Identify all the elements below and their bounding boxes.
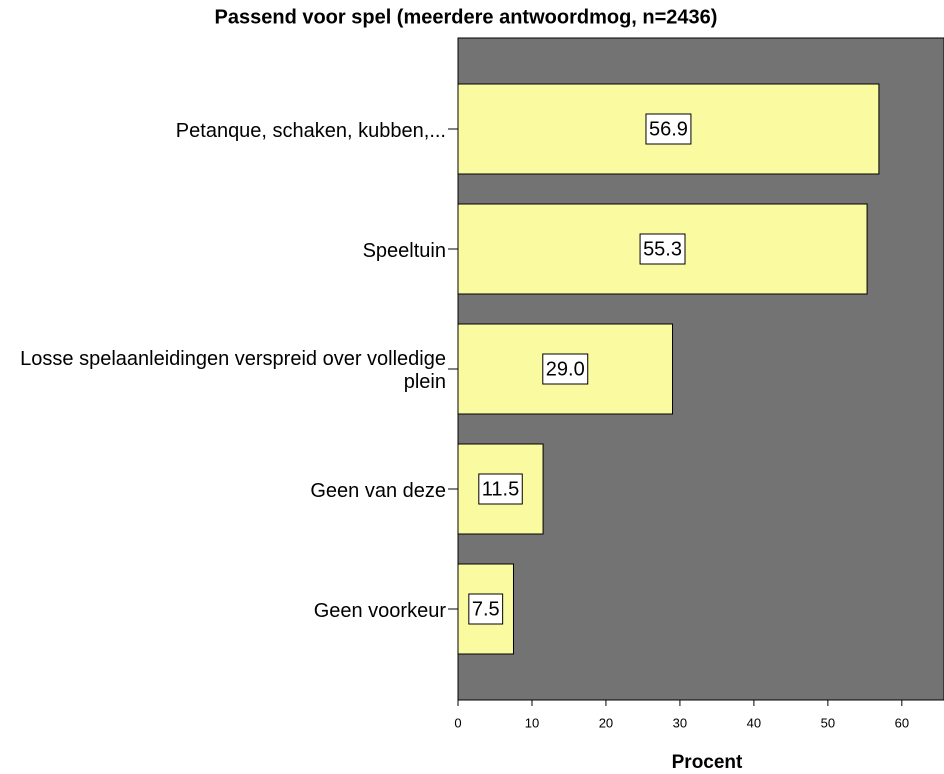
value-label-box (478, 473, 523, 505)
value-label-box (639, 233, 686, 265)
x-tick-label: 30 (673, 715, 687, 730)
x-axis-label: Procent (672, 752, 743, 773)
x-tick-label: 10 (525, 715, 539, 730)
x-tick-label: 60 (895, 715, 909, 730)
y-tick-label: Speeltuin (362, 239, 446, 262)
value-label: 56.9 (649, 118, 688, 140)
chart-title: Passend voor spel (meerdere antwoordmog,… (215, 6, 718, 28)
x-tick-label: 40 (747, 715, 761, 730)
y-tick-label: Petanque, schaken, kubben,... (175, 119, 446, 142)
x-tick-label: 0 (454, 715, 461, 730)
value-label-box (645, 113, 692, 145)
y-tick-label: Losse spelaanleidingen verspreid over vo… (20, 348, 446, 393)
value-label: 7.5 (472, 598, 500, 620)
y-tick-label: Geen voorkeur (313, 599, 446, 622)
value-label: 55.3 (643, 238, 682, 260)
x-tick-label: 20 (599, 715, 613, 730)
y-tick-label: Geen van deze (310, 479, 446, 502)
value-label-box (468, 593, 504, 625)
value-label-box (542, 353, 589, 385)
value-label: 11.5 (482, 478, 519, 500)
value-label: 29.0 (546, 358, 585, 380)
x-tick-label: 50 (821, 715, 835, 730)
